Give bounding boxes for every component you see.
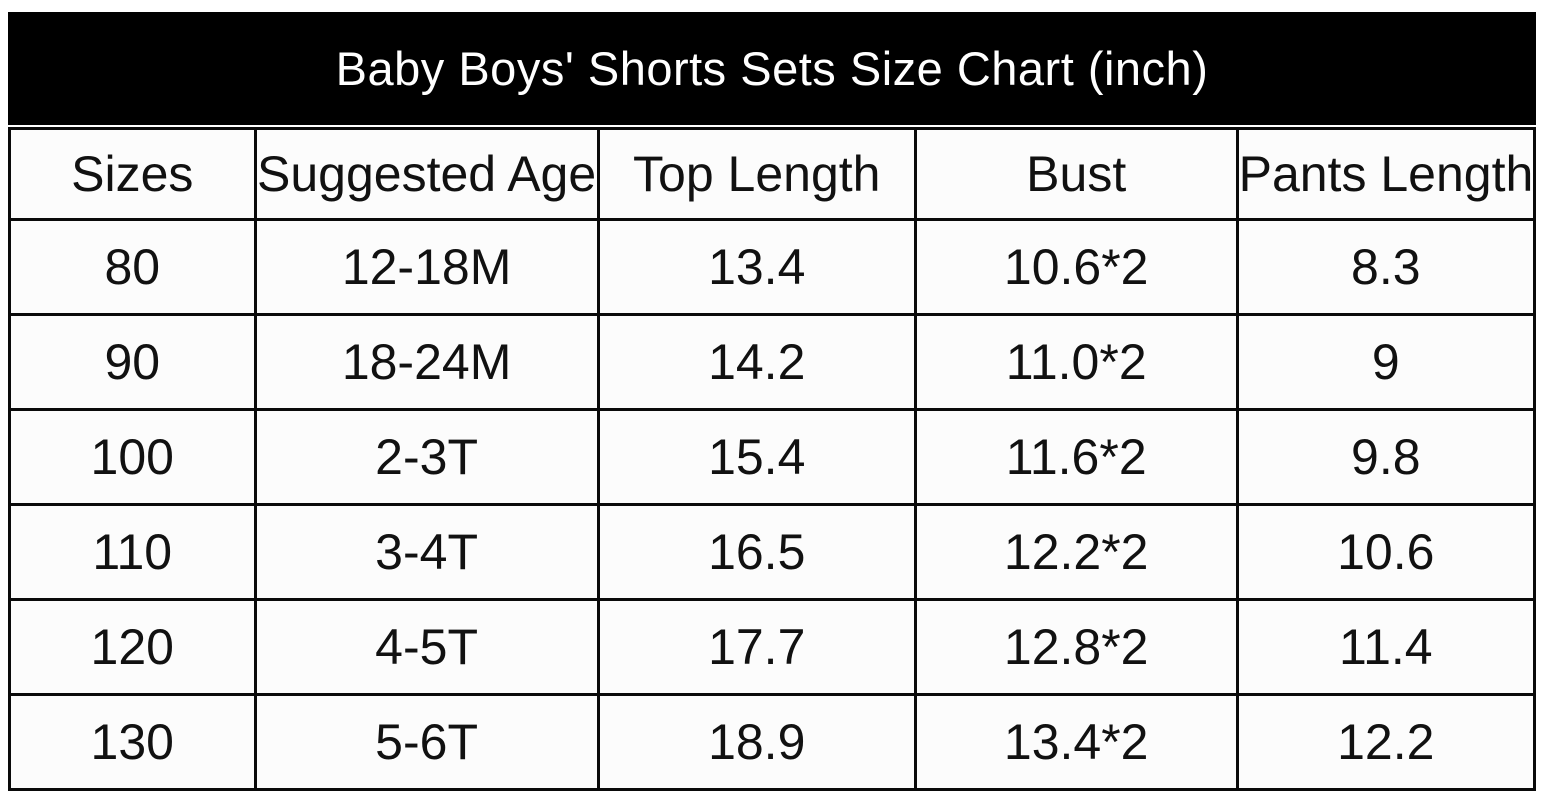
size-chart: Baby Boys' Shorts Sets Size Chart (inch)… [8, 12, 1537, 791]
table-cell: 13.4 [596, 218, 917, 316]
size-table: Sizes Suggested Age Top Length Bust Pant… [8, 127, 1537, 791]
table-row: 110 3-4T 16.5 12.2*2 10.6 [8, 503, 1537, 601]
chart-title-banner: Baby Boys' Shorts Sets Size Chart (inch) [8, 12, 1536, 125]
table-cell: 10.6*2 [913, 218, 1239, 316]
column-header-pants-length: Pants Length [1235, 127, 1537, 221]
table-cell: 120 [8, 598, 257, 696]
table-cell: 110 [8, 503, 257, 601]
table-cell: 11.0*2 [913, 313, 1239, 411]
table-cell: 12.2*2 [913, 503, 1239, 601]
table-cell: 9.8 [1235, 408, 1537, 506]
table-cell: 8.3 [1235, 218, 1537, 316]
table-cell: 4-5T [253, 598, 600, 696]
table-cell: 15.4 [596, 408, 917, 506]
table-row: 100 2-3T 15.4 11.6*2 9.8 [8, 408, 1537, 506]
column-header-suggested-age: Suggested Age [253, 127, 600, 221]
table-cell: 13.4*2 [913, 693, 1239, 791]
table-cell: 90 [8, 313, 257, 411]
header-row: Sizes Suggested Age Top Length Bust Pant… [8, 127, 1537, 221]
column-header-top-length: Top Length [596, 127, 917, 221]
table-cell: 100 [8, 408, 257, 506]
table-cell: 14.2 [596, 313, 917, 411]
table-cell: 10.6 [1235, 503, 1537, 601]
size-table-head: Sizes Suggested Age Top Length Bust Pant… [8, 127, 1537, 221]
table-cell: 9 [1235, 313, 1537, 411]
table-cell: 11.6*2 [913, 408, 1239, 506]
table-cell: 5-6T [253, 693, 600, 791]
table-row: 130 5-6T 18.9 13.4*2 12.2 [8, 693, 1537, 791]
table-cell: 16.5 [596, 503, 917, 601]
column-header-bust: Bust [913, 127, 1239, 221]
table-cell: 130 [8, 693, 257, 791]
table-cell: 18-24M [253, 313, 600, 411]
table-cell: 11.4 [1235, 598, 1537, 696]
table-cell: 80 [8, 218, 257, 316]
size-table-body: 80 12-18M 13.4 10.6*2 8.3 90 18-24M 14.2 11.0*2 9… [8, 218, 1537, 791]
chart-title: Baby Boys' Shorts Sets Size Chart (inch) [335, 42, 1209, 95]
table-row: 120 4-5T 17.7 12.8*2 11.4 [8, 598, 1537, 696]
table-row: 90 18-24M 14.2 11.0*2 9 [8, 313, 1537, 411]
table-cell: 12.8*2 [913, 598, 1239, 696]
column-header-sizes: Sizes [8, 127, 257, 221]
table-cell: 12-18M [253, 218, 600, 316]
table-cell: 12.2 [1235, 693, 1537, 791]
table-cell: 18.9 [596, 693, 917, 791]
table-cell: 2-3T [253, 408, 600, 506]
table-cell: 17.7 [596, 598, 917, 696]
table-cell: 3-4T [253, 503, 600, 601]
table-row: 80 12-18M 13.4 10.6*2 8.3 [8, 218, 1537, 316]
